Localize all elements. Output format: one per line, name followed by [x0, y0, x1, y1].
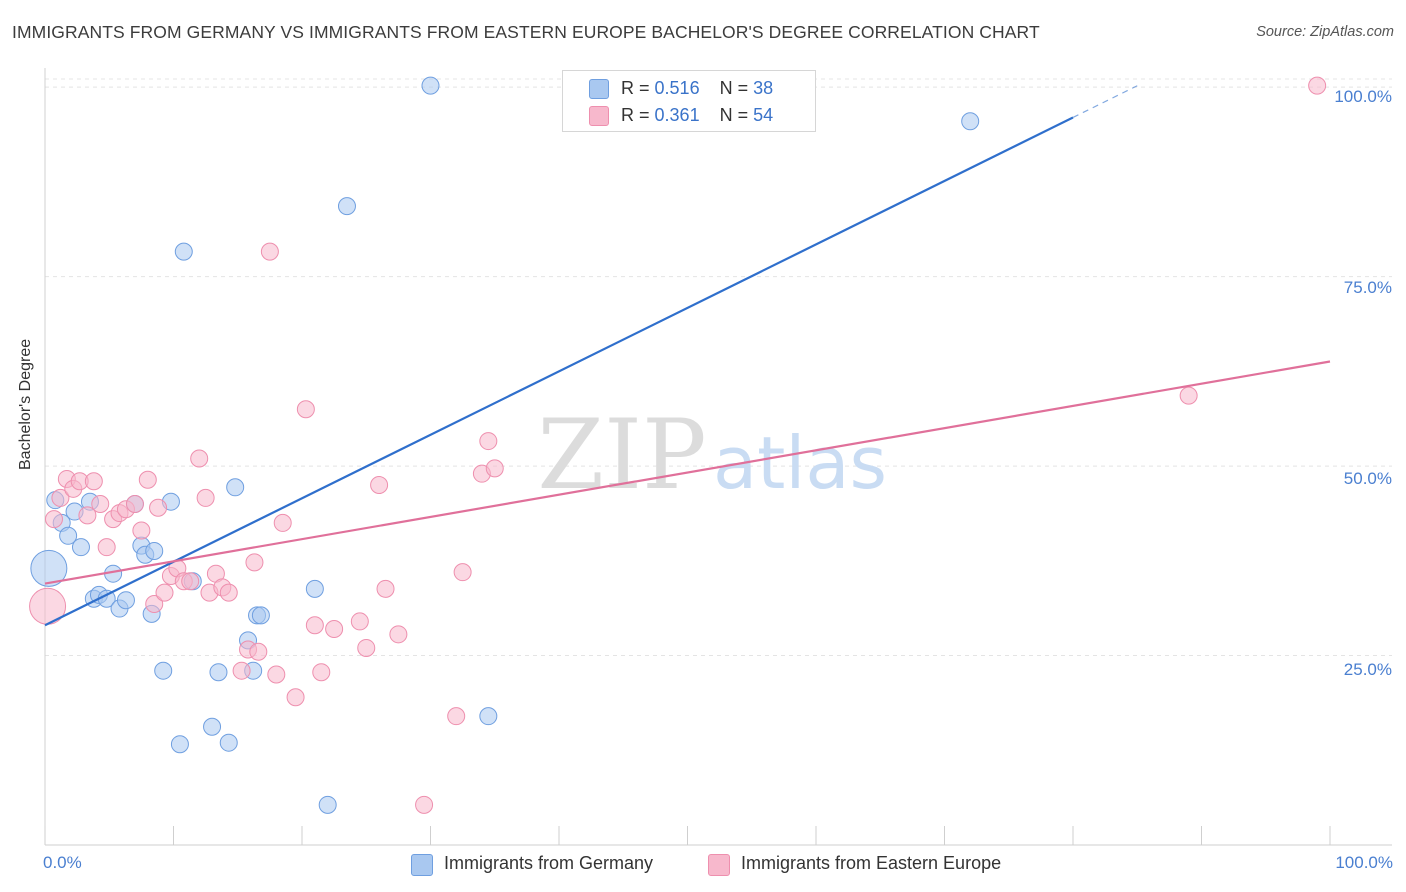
eastern-europe-trend-line [44, 360, 1331, 585]
germany-trend-extension [1072, 85, 1138, 119]
eastern-europe-point [325, 620, 344, 639]
germany-point [154, 661, 173, 680]
y-tick-label: 25.0% [1343, 660, 1392, 679]
eastern-europe-point [125, 494, 144, 513]
x-axis [44, 68, 1392, 846]
y-tick-label: 100.0% [1334, 87, 1392, 106]
eastern-europe-point [149, 498, 168, 517]
legend-label-germany: Immigrants from Germany [444, 853, 654, 873]
germany-point [174, 242, 193, 261]
eastern-europe-point [155, 583, 174, 602]
eastern-europe-point [91, 494, 110, 513]
legend-n-value: 54 [753, 105, 774, 125]
legend-n-label: N = [719, 105, 749, 125]
legend-n-label: N = [719, 78, 749, 98]
germany-point [305, 579, 324, 598]
eastern-europe-point [78, 506, 97, 525]
eastern-europe-point [249, 642, 268, 661]
legend-swatch-germany [411, 854, 433, 876]
eastern-europe-point [196, 488, 215, 507]
watermark: ZIP atlas [537, 399, 887, 511]
eastern-europe-point [350, 612, 369, 631]
eastern-europe-point [138, 470, 157, 489]
germany-point [71, 538, 90, 557]
eastern-europe-point [389, 625, 408, 644]
legend-r-value: 0.516 [654, 78, 700, 98]
eastern-europe-point [296, 400, 315, 419]
legend-swatch-germany [589, 79, 609, 99]
germany-point [219, 733, 238, 752]
eastern-europe-point [97, 538, 116, 557]
series-eastern-europe [29, 76, 1327, 814]
germany-point [209, 663, 228, 682]
germany-point [116, 591, 135, 610]
germany-point [226, 478, 245, 497]
eastern-europe-point [232, 661, 251, 680]
x-tick-label-max: 100.0% [1335, 853, 1393, 872]
eastern-europe-point [485, 459, 504, 478]
legend-r-value: 0.361 [654, 105, 700, 125]
eastern-europe-point [479, 432, 498, 451]
germany-point [961, 112, 980, 131]
eastern-europe-point [286, 688, 305, 707]
eastern-europe-point [219, 583, 238, 602]
germany-point [337, 197, 356, 216]
germany-point [251, 606, 270, 625]
eastern-europe-point [447, 707, 466, 726]
eastern-europe-point [312, 663, 331, 682]
eastern-europe-point [267, 665, 286, 684]
correlation-legend: R = 0.516 N = 38 R = 0.361 N = 54 [562, 70, 816, 132]
eastern-europe-point [453, 563, 472, 582]
eastern-europe-point [145, 595, 164, 614]
x-tick-label-min: 0.0% [43, 853, 82, 872]
germany-point [318, 795, 337, 814]
eastern-europe-point [84, 472, 103, 491]
germany-point [30, 549, 68, 587]
legend-swatch-eastern-europe [708, 854, 730, 876]
germany-trend-line [44, 116, 1074, 627]
watermark-zip: ZIP [537, 399, 706, 511]
eastern-europe-point [260, 242, 279, 261]
eastern-europe-point [44, 510, 63, 529]
eastern-europe-point [1179, 386, 1198, 405]
legend-swatch-eastern-europe [589, 106, 609, 126]
y-axis-label: Bachelor's Degree [17, 338, 34, 470]
source-label: Source: ZipAtlas.com [1256, 24, 1394, 40]
germany-point [145, 541, 164, 560]
eastern-europe-point [1308, 76, 1327, 95]
eastern-europe-point [245, 553, 264, 572]
eastern-europe-point [132, 521, 151, 540]
eastern-europe-point [190, 449, 209, 468]
legend-r-label: R = [621, 105, 650, 125]
germany-point [170, 735, 189, 754]
germany-point [421, 76, 440, 95]
legend-label-eastern-europe: Immigrants from Eastern Europe [741, 853, 1002, 873]
eastern-europe-point [376, 579, 395, 598]
chart-title: IMMIGRANTS FROM GERMANY VS IMMIGRANTS FR… [12, 22, 1040, 42]
eastern-europe-point [357, 638, 376, 657]
eastern-europe-point [305, 616, 324, 635]
eastern-europe-point [370, 476, 389, 495]
eastern-europe-point [51, 488, 70, 507]
legend-n-value: 38 [753, 78, 774, 98]
grid [45, 78, 1392, 657]
trend-lines [44, 85, 1331, 627]
eastern-europe-point [273, 513, 292, 532]
germany-point [203, 717, 222, 736]
germany-point [479, 707, 498, 726]
germany-point [59, 526, 78, 545]
y-tick-label: 75.0% [1343, 278, 1392, 297]
eastern-europe-point [415, 795, 434, 814]
y-tick-label: 50.0% [1343, 469, 1392, 488]
legend-r-label: R = [621, 78, 650, 98]
eastern-europe-point [181, 572, 200, 591]
